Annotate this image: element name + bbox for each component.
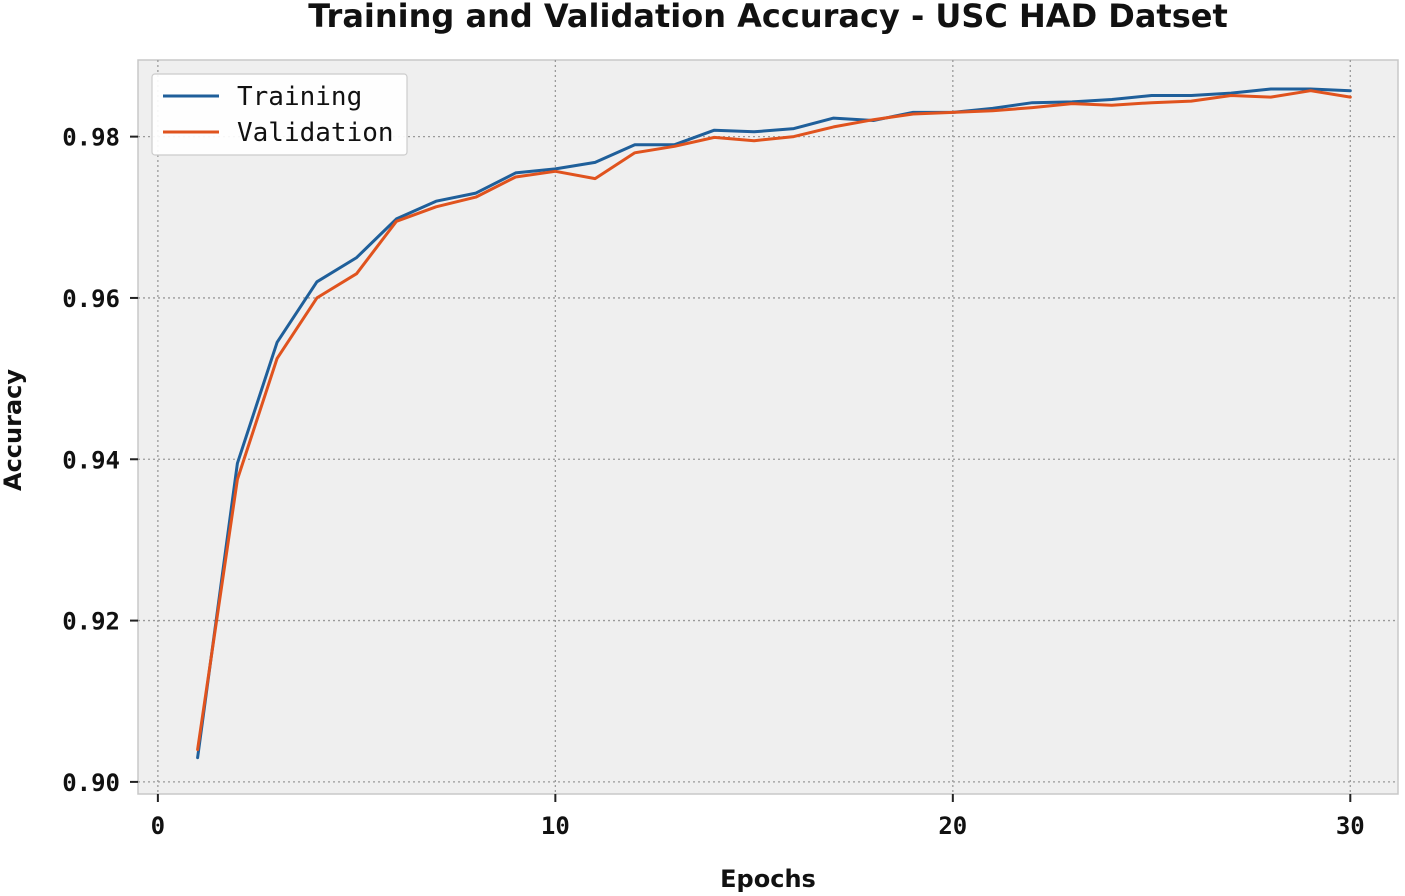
x-axis-label: Epochs xyxy=(720,865,816,893)
legend-training-label: Training xyxy=(237,82,362,112)
x-tick-label-0: 0 xyxy=(151,812,165,840)
plot-area xyxy=(137,59,1399,795)
grid-lines xyxy=(138,60,1398,794)
axis-ticks: 0 10 20 30 0.90 0.92 0.94 0.96 0.98 xyxy=(62,124,1365,840)
chart-title: Training and Validation Accuracy - USC H… xyxy=(308,0,1228,35)
legend-validation-label: Validation xyxy=(237,118,394,148)
y-tick-label-4: 0.98 xyxy=(62,124,120,152)
legend: Training Validation xyxy=(151,73,408,156)
y-tick-label-3: 0.96 xyxy=(62,285,120,313)
series-lines xyxy=(196,87,1352,760)
x-tick-label-10: 10 xyxy=(541,812,570,840)
series-line-validation xyxy=(196,89,1352,752)
x-tick-label-20: 20 xyxy=(938,812,967,840)
series-line-training xyxy=(196,87,1352,760)
y-tick-label-0: 0.90 xyxy=(62,769,120,797)
x-tick-label-30: 30 xyxy=(1336,812,1365,840)
y-tick-label-1: 0.92 xyxy=(62,608,120,636)
y-tick-label-2: 0.94 xyxy=(62,446,120,474)
legend-box xyxy=(151,73,408,156)
y-axis-label: Accuracy xyxy=(0,369,27,491)
